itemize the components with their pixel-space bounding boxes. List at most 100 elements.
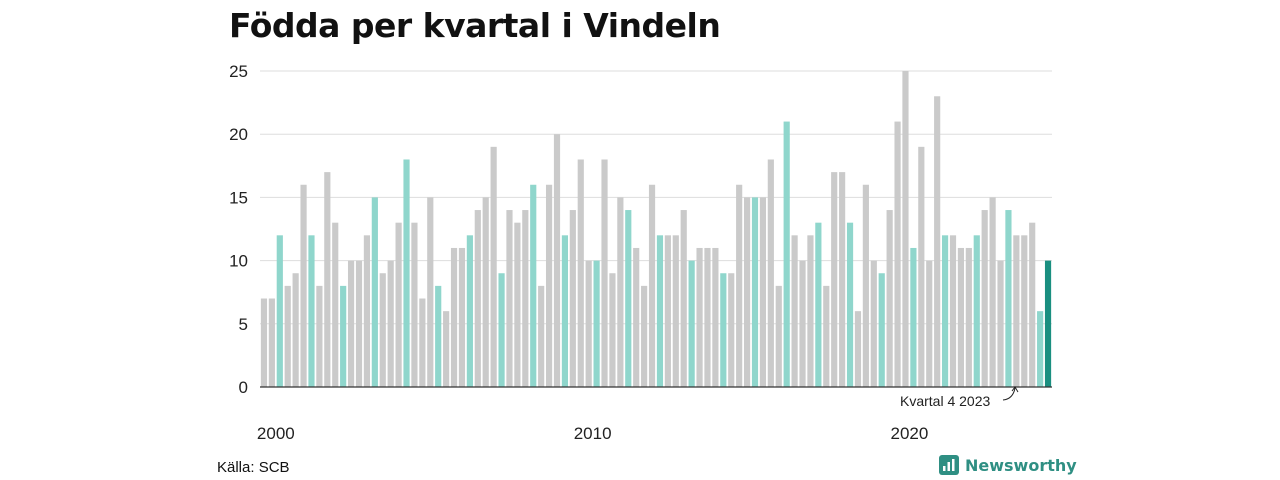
bar bbox=[973, 235, 980, 387]
bar bbox=[419, 298, 426, 387]
bar bbox=[395, 222, 402, 387]
y-axis-ticks: 0 5 10 15 20 25 bbox=[229, 62, 248, 397]
bar bbox=[268, 298, 275, 387]
x-tick-label: 2010 bbox=[574, 424, 612, 443]
bar bbox=[728, 273, 735, 387]
bar bbox=[506, 210, 513, 387]
bar bbox=[831, 172, 838, 387]
bar bbox=[989, 197, 996, 387]
bar bbox=[926, 260, 933, 387]
bar bbox=[807, 235, 814, 387]
bar bbox=[918, 146, 925, 387]
y-tick-label: 0 bbox=[239, 378, 248, 397]
bar bbox=[712, 247, 719, 387]
newsworthy-logo: Newsworthy bbox=[939, 455, 1077, 475]
bar bbox=[688, 260, 695, 387]
bar bbox=[355, 260, 363, 387]
y-tick-label: 10 bbox=[229, 252, 248, 271]
x-axis-ticks: 2000 2010 2020 bbox=[257, 424, 928, 443]
bar bbox=[561, 235, 569, 387]
bar bbox=[870, 260, 877, 387]
bar bbox=[300, 184, 307, 387]
bar bbox=[633, 247, 640, 387]
bar bbox=[791, 235, 798, 387]
bar bbox=[1037, 311, 1044, 387]
bar bbox=[878, 273, 885, 387]
bar bbox=[324, 172, 331, 387]
bar bbox=[435, 285, 442, 387]
bar bbox=[569, 210, 576, 387]
bar bbox=[371, 197, 378, 387]
bar bbox=[522, 210, 529, 387]
bar bbox=[284, 285, 291, 387]
y-tick-label: 25 bbox=[229, 62, 248, 81]
bar bbox=[1021, 235, 1028, 387]
bar bbox=[957, 247, 965, 387]
bar bbox=[672, 235, 679, 387]
bar bbox=[680, 210, 687, 387]
chart-title: Födda per kvartal i Vindeln bbox=[229, 6, 721, 45]
annotation-arrow bbox=[1002, 387, 1016, 401]
bar bbox=[696, 247, 703, 387]
bar bbox=[759, 197, 767, 387]
bar bbox=[450, 247, 458, 387]
bar bbox=[545, 184, 553, 387]
bar bbox=[292, 273, 299, 387]
bar bbox=[846, 222, 854, 387]
bar bbox=[862, 184, 869, 387]
bar bbox=[316, 285, 323, 387]
y-tick-label: 15 bbox=[229, 188, 248, 207]
bar bbox=[839, 172, 846, 387]
bar bbox=[363, 235, 371, 387]
bar bbox=[332, 222, 339, 387]
bar bbox=[910, 247, 917, 387]
bar bbox=[276, 235, 283, 387]
bar bbox=[577, 159, 584, 387]
x-tick-label: 2000 bbox=[257, 424, 295, 443]
bar bbox=[538, 285, 545, 387]
bar bbox=[641, 285, 648, 387]
bar bbox=[490, 146, 497, 387]
bar bbox=[379, 273, 386, 387]
bar bbox=[981, 210, 988, 387]
bar bbox=[403, 159, 410, 387]
bar bbox=[593, 260, 600, 387]
bar bbox=[585, 260, 592, 387]
bar bbox=[648, 184, 656, 387]
bar bbox=[886, 210, 893, 387]
bar bbox=[609, 273, 616, 387]
bar bbox=[466, 235, 473, 387]
y-tick-label: 5 bbox=[239, 315, 248, 334]
bar bbox=[965, 247, 972, 387]
bar bbox=[783, 121, 790, 387]
bar bbox=[997, 260, 1004, 387]
bar bbox=[553, 134, 561, 387]
bar bbox=[664, 235, 671, 387]
gridlines bbox=[260, 70, 1052, 325]
bar bbox=[601, 159, 608, 387]
bar bbox=[823, 285, 830, 387]
bar bbox=[854, 311, 862, 387]
bar bbox=[934, 96, 941, 387]
bar bbox=[949, 235, 957, 387]
logo-text: Newsworthy bbox=[965, 455, 1077, 475]
bar bbox=[482, 197, 489, 387]
bar bbox=[458, 247, 466, 387]
bar bbox=[260, 298, 268, 387]
bar bbox=[894, 121, 901, 387]
bar bbox=[443, 311, 450, 387]
annotation-arrowhead bbox=[1011, 386, 1019, 393]
bar bbox=[617, 197, 624, 387]
bar bbox=[704, 247, 711, 387]
bar bbox=[815, 222, 822, 387]
bar bbox=[625, 210, 632, 387]
bar bbox=[347, 260, 355, 387]
bars bbox=[260, 71, 1052, 387]
newsworthy-logo-icon bbox=[939, 455, 959, 475]
y-tick-label: 20 bbox=[229, 125, 248, 144]
bar bbox=[751, 197, 759, 387]
bar bbox=[656, 235, 664, 387]
bar bbox=[775, 285, 782, 387]
bar bbox=[799, 260, 806, 387]
